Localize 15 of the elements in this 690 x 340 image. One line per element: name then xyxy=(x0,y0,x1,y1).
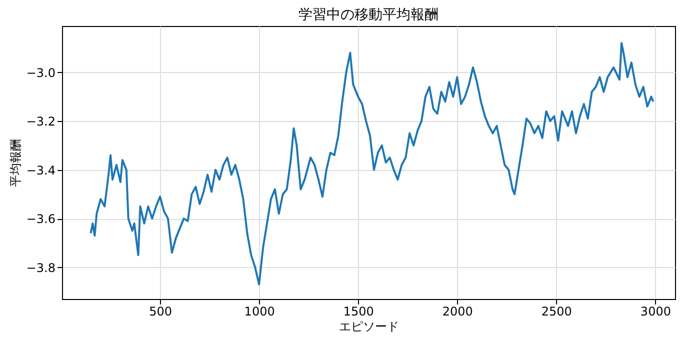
x-tick-label: 2500 xyxy=(541,304,572,318)
y-tick-label: −3.6 xyxy=(26,212,56,226)
x-tick-label: 1000 xyxy=(244,304,275,318)
y-tick-label: −3.4 xyxy=(26,163,56,178)
chart-title: 学習中の移動平均報酬 xyxy=(298,7,438,23)
x-tick-label: 500 xyxy=(149,304,172,318)
x-tick-label: 3000 xyxy=(640,304,671,318)
y-axis-title: 平均報酬 xyxy=(8,139,22,187)
y-tick-label: −3.2 xyxy=(26,114,56,129)
line-series xyxy=(90,42,654,286)
x-tick-label: 1500 xyxy=(343,304,374,318)
y-tick-label: −3.0 xyxy=(26,66,56,80)
y-tick-label: −3.8 xyxy=(26,260,56,275)
x-tick-label: 2000 xyxy=(442,304,473,318)
x-axis-title: エピソード xyxy=(339,320,399,334)
